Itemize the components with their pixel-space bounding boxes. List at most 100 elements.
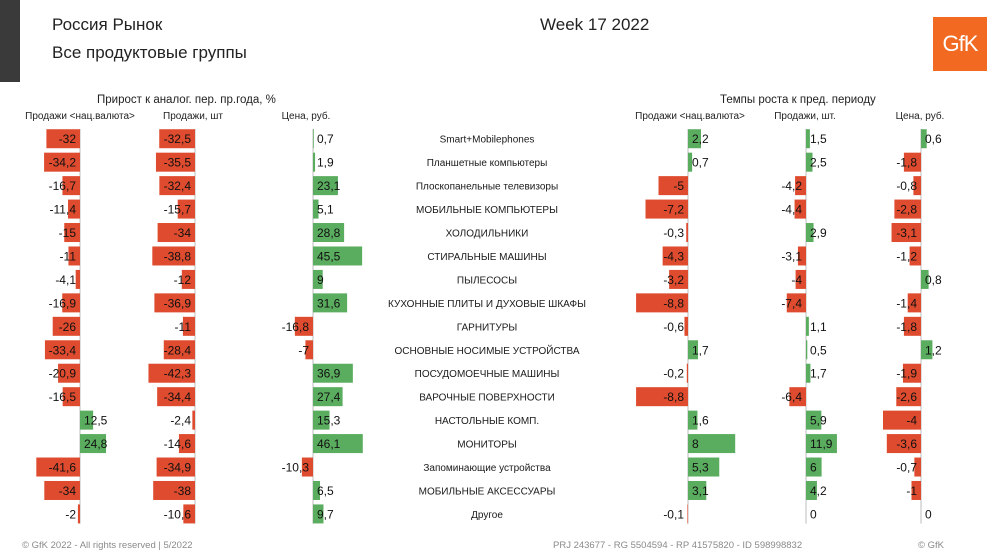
- bar: [894, 199, 921, 219]
- bar: [896, 387, 921, 407]
- data-label: -4: [791, 273, 802, 287]
- bar: [688, 340, 699, 360]
- group-title-pop: Темпы роста к пред. периоду: [720, 94, 876, 106]
- bar: [806, 129, 810, 149]
- bar: [313, 480, 321, 500]
- data-label: 8: [692, 437, 699, 451]
- bar-chart: Smart+Mobilephones Планшетные компьютеры П…: [36, 129, 942, 524]
- data-label: -32: [59, 132, 77, 146]
- bar: [688, 410, 698, 430]
- bar: [159, 129, 195, 149]
- data-label: 5,1: [317, 203, 334, 217]
- bar: [313, 223, 345, 243]
- category-label: Планшетные компьютеры: [427, 158, 548, 169]
- data-label: -16,5: [49, 390, 77, 404]
- column-title-pop-price: Цена, руб.: [895, 111, 945, 122]
- bar: [313, 434, 363, 454]
- bar: [36, 457, 80, 477]
- bar: [883, 410, 921, 430]
- bar: [806, 223, 814, 243]
- data-label: -15,7: [164, 203, 192, 217]
- data-label: -8,8: [663, 296, 684, 310]
- bar: [806, 410, 822, 430]
- bar: [786, 293, 806, 313]
- bar: [148, 363, 195, 383]
- bar: [806, 434, 837, 454]
- data-label: -34: [59, 484, 77, 498]
- data-label: -1,2: [896, 249, 917, 263]
- bar: [658, 176, 688, 196]
- data-label: -1,8: [896, 156, 917, 170]
- bar: [789, 387, 806, 407]
- footer-gfk: © GfK: [918, 540, 945, 551]
- footer-copyright: © GfK 2022 - All rights reserved | 5/202…: [22, 540, 193, 551]
- bar: [902, 363, 921, 383]
- bar: [52, 316, 80, 336]
- data-label: -4,4: [781, 203, 802, 217]
- data-label: -3,6: [896, 437, 917, 451]
- data-label: -20,9: [49, 367, 77, 381]
- data-label: -33,4: [49, 343, 77, 357]
- data-label: -32,4: [164, 179, 192, 193]
- bar: [192, 410, 195, 430]
- bar: [806, 316, 809, 336]
- bar: [806, 363, 811, 383]
- bar: [795, 176, 806, 196]
- bar: [301, 457, 313, 477]
- bar: [686, 363, 688, 383]
- bar: [153, 480, 195, 500]
- category-label: КУХОННЫЕ ПЛИТЫ И ДУХОВЫЕ ШКАФЫ: [388, 299, 586, 310]
- category-label: ОСНОВНЫЕ НОСИМЫЕ УСТРОЙСТВА: [394, 344, 579, 357]
- bar: [181, 269, 195, 289]
- data-label: -7,2: [663, 203, 684, 217]
- bar: [914, 457, 921, 477]
- data-label: 4,2: [810, 484, 827, 498]
- bar: [669, 269, 688, 289]
- bar: [636, 293, 688, 313]
- bar: [688, 129, 701, 149]
- bar: [313, 246, 363, 266]
- bar: [903, 152, 921, 172]
- data-label: -34,4: [164, 390, 192, 404]
- data-label: 0,7: [317, 132, 334, 146]
- data-label: 11,9: [810, 437, 833, 451]
- data-label: -4,2: [781, 179, 802, 193]
- data-label: 5,3: [692, 461, 709, 475]
- data-label: -4: [906, 414, 917, 428]
- bar: [68, 199, 80, 219]
- category-label: Smart+Mobilephones: [440, 135, 535, 146]
- bar: [688, 434, 736, 454]
- category-label: НАСТОЛЬНЫЕ КОМП.: [435, 416, 539, 427]
- data-label: -38,8: [164, 249, 192, 263]
- data-label: 23,1: [317, 179, 341, 193]
- data-label: -7: [298, 343, 309, 357]
- data-label: -11: [175, 320, 192, 334]
- category-label: МОНИТОРЫ: [457, 440, 517, 451]
- bar: [156, 457, 195, 477]
- category-label: Запоминающие устройства: [423, 463, 551, 474]
- data-label: 27,4: [317, 390, 341, 404]
- data-label: 1,1: [810, 320, 827, 334]
- category-label: ГАРНИТУРЫ: [457, 322, 518, 333]
- bar: [313, 410, 330, 430]
- data-label: 2,9: [810, 226, 827, 240]
- bar: [891, 223, 921, 243]
- bar: [62, 293, 80, 313]
- data-label: 1,9: [317, 156, 334, 170]
- data-label: -12: [174, 273, 192, 287]
- data-label: -38: [174, 484, 192, 498]
- bar: [921, 340, 933, 360]
- bar: [636, 387, 688, 407]
- bar: [907, 293, 921, 313]
- bar: [154, 293, 195, 313]
- bar: [688, 152, 693, 172]
- data-label: -1: [906, 484, 917, 498]
- left-edge-strip: [0, 0, 20, 82]
- data-label: -34,2: [49, 156, 77, 170]
- data-label: -36,9: [164, 296, 192, 310]
- category-label: Плоскопанельные телевизоры: [416, 182, 558, 193]
- data-label: -4,3: [663, 249, 684, 263]
- data-label: 15,3: [317, 414, 341, 428]
- data-label: 0,6: [925, 132, 942, 146]
- category-label: ПОСУДОМОЕЧНЫЕ МАШИНЫ: [415, 369, 560, 380]
